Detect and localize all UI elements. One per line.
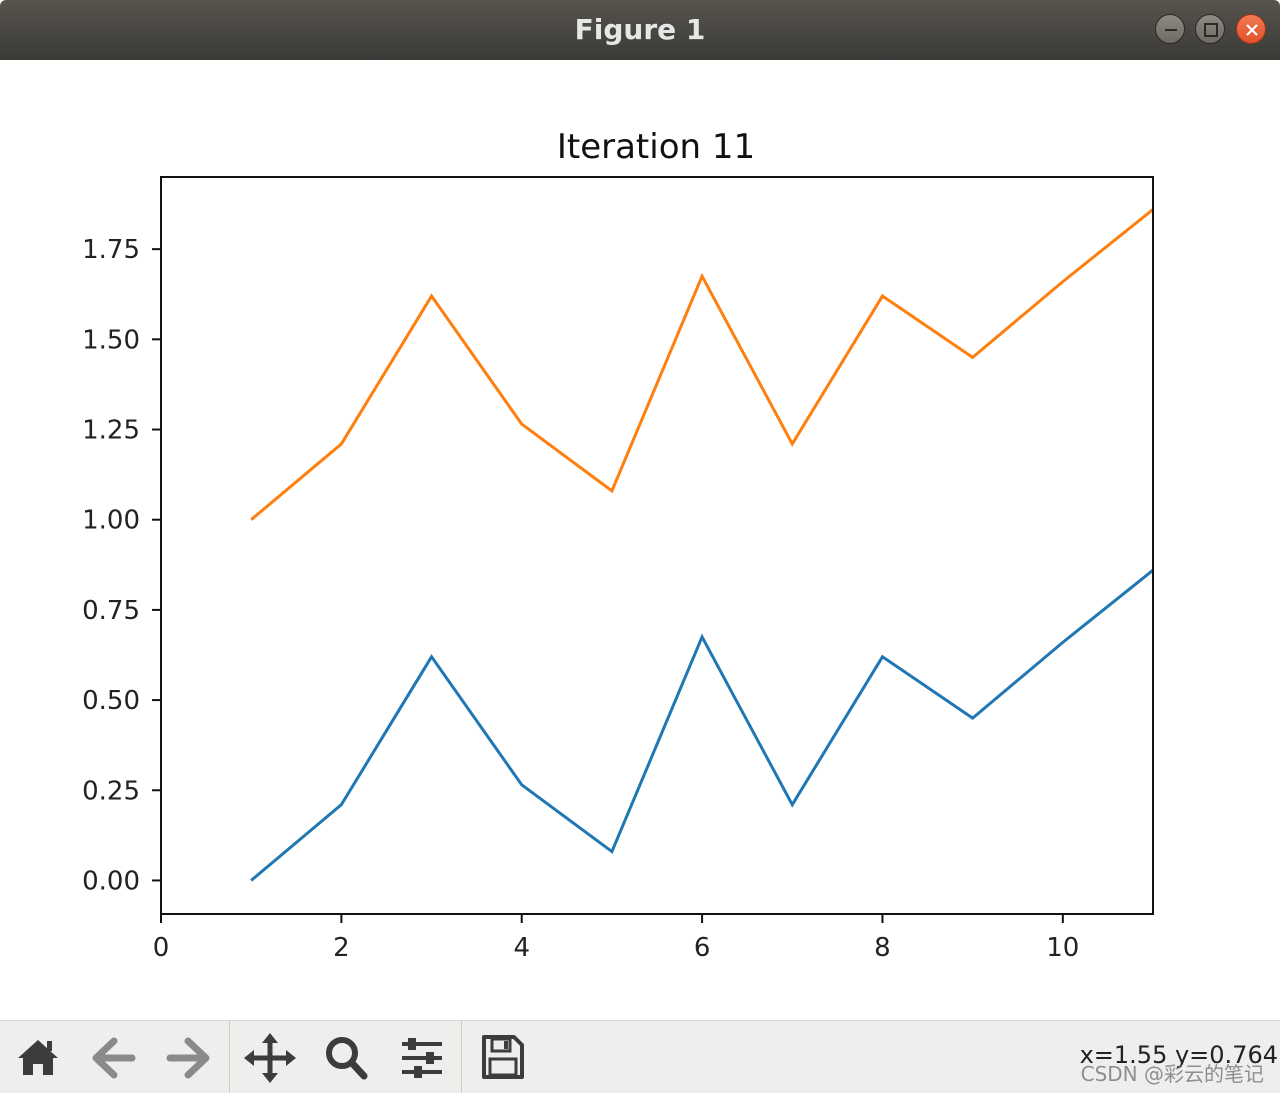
y-tick-label: 1.50 bbox=[82, 325, 140, 355]
zoom-button[interactable] bbox=[318, 1029, 374, 1085]
x-tick-label: 2 bbox=[333, 933, 350, 963]
y-tick-label: 1.75 bbox=[82, 235, 140, 265]
x-tick-label: 4 bbox=[513, 933, 530, 963]
maximize-icon bbox=[1204, 23, 1218, 37]
series-line-2 bbox=[250, 208, 1153, 521]
y-tick-label: 0.25 bbox=[82, 776, 140, 806]
home-icon bbox=[18, 1040, 58, 1075]
axes-frame bbox=[160, 176, 1154, 915]
arrow-left-icon bbox=[92, 1037, 136, 1079]
minimize-button[interactable] bbox=[1155, 14, 1185, 44]
maximize-button[interactable] bbox=[1195, 14, 1225, 44]
forward-button[interactable] bbox=[160, 1029, 216, 1085]
window-title: Figure 1 bbox=[574, 13, 706, 46]
y-tick-label: 0.75 bbox=[82, 596, 140, 626]
x-tick-label: 8 bbox=[874, 933, 891, 963]
arrow-right-icon bbox=[166, 1037, 210, 1079]
close-icon bbox=[1246, 24, 1258, 36]
window-titlebar: Figure 1 bbox=[0, 0, 1280, 60]
chart-title: Iteration 11 bbox=[557, 127, 755, 167]
subplots-button[interactable] bbox=[394, 1029, 450, 1085]
watermark-text: CSDN @彩云的笔记 bbox=[1080, 1062, 1264, 1086]
close-button[interactable] bbox=[1236, 14, 1266, 44]
x-tick-label: 0 bbox=[153, 933, 170, 963]
magnifier-icon bbox=[326, 1037, 368, 1080]
move-icon bbox=[244, 1033, 296, 1083]
minimize-icon bbox=[1165, 29, 1177, 31]
navigation-toolbar: x=1.55 y=0.764 bbox=[0, 1020, 1280, 1093]
figure-canvas[interactable]: 0 2 4 6 8 10 0.00 0.25 0.50 0.75 1.00 1.25 1.50 1.75… bbox=[0, 60, 1280, 1020]
line-chart: 0 2 4 6 8 10 0.00 0.25 0.50 0.75 1.00 1.25 1.50 1.75… bbox=[82, 127, 1154, 963]
home-button[interactable] bbox=[10, 1029, 66, 1085]
back-button[interactable] bbox=[86, 1029, 142, 1085]
x-tick-label: 10 bbox=[1046, 933, 1079, 963]
pan-button[interactable] bbox=[242, 1029, 298, 1085]
y-tick-label: 0.00 bbox=[82, 866, 140, 896]
cursor-coordinates: x=1.55 y=0.764 bbox=[1079, 1041, 1278, 1069]
y-tick-label: 1.25 bbox=[82, 416, 140, 446]
x-tick-label: 6 bbox=[694, 933, 711, 963]
series-line-1 bbox=[250, 569, 1153, 882]
floppy-disk-icon bbox=[482, 1035, 524, 1079]
y-tick-label: 0.50 bbox=[82, 686, 140, 716]
sliders-icon bbox=[402, 1038, 442, 1078]
save-button[interactable] bbox=[474, 1029, 530, 1085]
toolbar-separator bbox=[229, 1021, 230, 1093]
toolbar-separator bbox=[461, 1021, 462, 1093]
y-tick-label: 1.00 bbox=[82, 506, 140, 536]
